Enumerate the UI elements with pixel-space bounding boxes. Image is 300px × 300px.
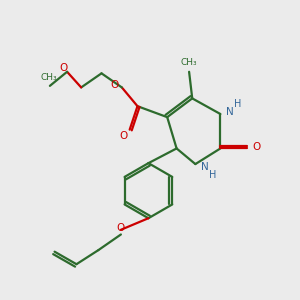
Text: O: O xyxy=(117,223,125,232)
Text: H: H xyxy=(209,170,216,180)
Text: H: H xyxy=(234,99,241,109)
Text: O: O xyxy=(60,63,68,73)
Text: CH₃: CH₃ xyxy=(40,73,57,82)
Text: O: O xyxy=(111,80,119,90)
Text: CH₃: CH₃ xyxy=(181,58,197,67)
Text: O: O xyxy=(119,131,128,141)
Text: O: O xyxy=(253,142,261,152)
Text: N: N xyxy=(201,162,208,172)
Text: N: N xyxy=(226,106,233,116)
